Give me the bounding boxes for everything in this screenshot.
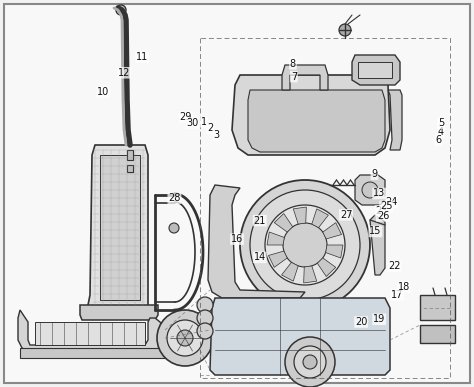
Polygon shape bbox=[293, 207, 306, 224]
Circle shape bbox=[197, 323, 213, 339]
Text: 19: 19 bbox=[373, 314, 385, 324]
Polygon shape bbox=[268, 251, 287, 267]
Polygon shape bbox=[100, 155, 140, 300]
Circle shape bbox=[197, 297, 213, 313]
Text: 5: 5 bbox=[438, 118, 444, 128]
Circle shape bbox=[362, 182, 378, 198]
Bar bbox=[420, 295, 455, 320]
Circle shape bbox=[283, 223, 327, 267]
Circle shape bbox=[197, 310, 213, 326]
Text: 26: 26 bbox=[377, 211, 389, 221]
Text: 22: 22 bbox=[388, 261, 401, 271]
Text: 14: 14 bbox=[254, 252, 266, 262]
Text: 15: 15 bbox=[369, 226, 382, 236]
Polygon shape bbox=[80, 305, 158, 320]
Polygon shape bbox=[388, 90, 402, 150]
Polygon shape bbox=[323, 223, 342, 239]
Text: 7: 7 bbox=[291, 72, 297, 82]
Text: 10: 10 bbox=[97, 87, 109, 97]
Circle shape bbox=[339, 24, 351, 36]
Text: 18: 18 bbox=[398, 282, 410, 292]
Circle shape bbox=[285, 337, 335, 387]
Text: 27: 27 bbox=[340, 210, 352, 220]
Text: 4: 4 bbox=[438, 127, 444, 137]
Text: 21: 21 bbox=[254, 216, 266, 226]
Polygon shape bbox=[232, 75, 390, 155]
Polygon shape bbox=[304, 266, 317, 283]
Text: 2: 2 bbox=[207, 123, 213, 134]
Text: 1: 1 bbox=[201, 117, 207, 127]
Text: 25: 25 bbox=[380, 201, 392, 211]
Circle shape bbox=[167, 320, 203, 356]
Text: 30: 30 bbox=[186, 118, 199, 128]
Bar bbox=[420, 325, 455, 343]
Circle shape bbox=[240, 180, 370, 310]
Text: 20: 20 bbox=[355, 317, 367, 327]
Polygon shape bbox=[317, 258, 336, 276]
Polygon shape bbox=[312, 209, 328, 228]
Polygon shape bbox=[20, 348, 165, 358]
Circle shape bbox=[116, 5, 126, 15]
Text: 28: 28 bbox=[168, 193, 181, 203]
Text: 16: 16 bbox=[231, 234, 243, 244]
Polygon shape bbox=[358, 62, 392, 78]
Text: 13: 13 bbox=[373, 188, 385, 199]
Polygon shape bbox=[282, 262, 298, 281]
Circle shape bbox=[177, 330, 193, 346]
Polygon shape bbox=[208, 185, 305, 298]
Polygon shape bbox=[274, 214, 293, 232]
Polygon shape bbox=[370, 215, 385, 275]
Polygon shape bbox=[267, 232, 284, 245]
Circle shape bbox=[294, 346, 326, 378]
Circle shape bbox=[157, 310, 213, 366]
Polygon shape bbox=[355, 175, 385, 205]
Text: 12: 12 bbox=[118, 68, 130, 78]
Text: 23: 23 bbox=[375, 206, 388, 216]
Text: 17: 17 bbox=[391, 290, 403, 300]
Polygon shape bbox=[127, 165, 133, 172]
Circle shape bbox=[169, 223, 179, 233]
Polygon shape bbox=[248, 90, 385, 152]
Polygon shape bbox=[326, 245, 343, 258]
Polygon shape bbox=[210, 298, 390, 375]
Text: 3: 3 bbox=[213, 130, 219, 140]
Text: 29: 29 bbox=[180, 112, 192, 122]
Polygon shape bbox=[127, 150, 133, 160]
Circle shape bbox=[265, 205, 345, 285]
Text: 11: 11 bbox=[136, 52, 148, 62]
Polygon shape bbox=[88, 145, 148, 310]
Text: 8: 8 bbox=[290, 59, 296, 69]
Circle shape bbox=[250, 190, 360, 300]
Circle shape bbox=[303, 355, 317, 369]
Text: 24: 24 bbox=[385, 197, 397, 207]
Text: 9: 9 bbox=[372, 169, 377, 179]
Polygon shape bbox=[282, 65, 328, 90]
Polygon shape bbox=[35, 322, 145, 345]
Polygon shape bbox=[18, 310, 165, 352]
Text: 6: 6 bbox=[436, 135, 441, 145]
Polygon shape bbox=[352, 55, 400, 85]
